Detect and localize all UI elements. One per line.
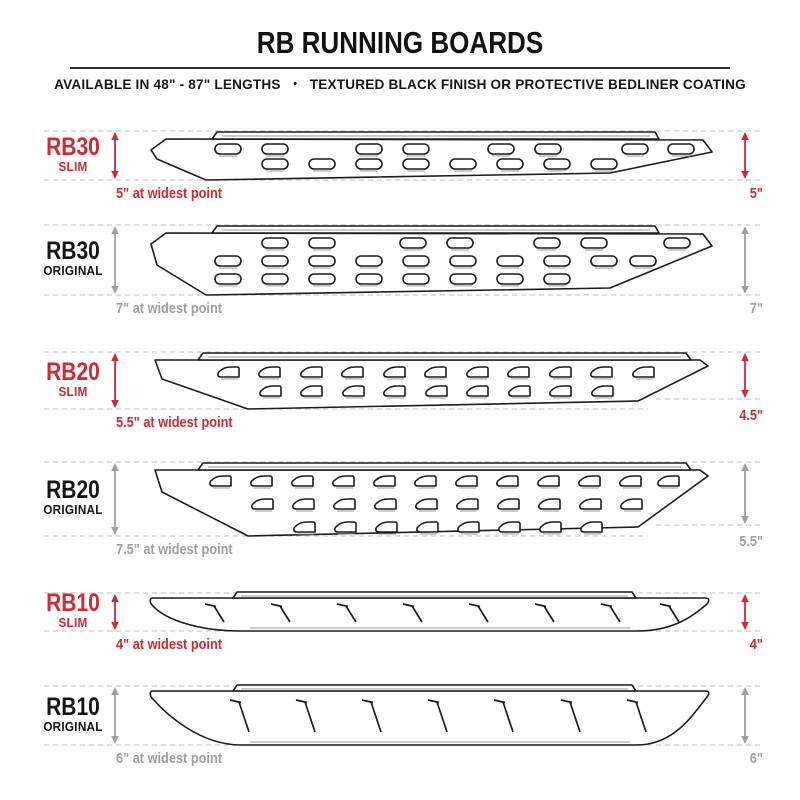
board-shadow-lines xyxy=(208,466,681,535)
left-width-caption: 6" at widest point xyxy=(116,751,223,767)
page-title: RB RUNNING BOARDS xyxy=(256,25,544,60)
left-width-caption: 7" at widest point xyxy=(116,301,223,317)
board-outline xyxy=(154,462,709,537)
board-shadow-lines xyxy=(219,229,686,287)
dashed-guide-lines xyxy=(44,351,762,410)
model-variant: ORIGINAL xyxy=(43,263,103,278)
board-illustration xyxy=(44,591,762,632)
model-variant: SLIM xyxy=(58,158,88,174)
dashed-guide-lines xyxy=(44,461,762,537)
dashed-guide-lines xyxy=(44,130,762,181)
board-outline xyxy=(149,591,710,632)
board-row: RB30 SLIM 5" at widest point 5" xyxy=(0,119,800,212)
right-width-caption: 5.5" xyxy=(739,534,763,550)
board-shadow-lines xyxy=(241,688,630,743)
board-outline xyxy=(150,131,713,181)
board-row: RB10 SLIM 4" at widest point 4" xyxy=(0,581,800,663)
width-arrow-right xyxy=(741,687,749,744)
board-outline xyxy=(149,684,710,746)
width-arrow-left xyxy=(111,463,119,535)
dashed-guide-lines xyxy=(44,224,762,296)
model-label: RB30 SLIM xyxy=(14,132,132,174)
model-label: RB20 SLIM xyxy=(14,357,132,399)
model-label: RB10 SLIM xyxy=(14,589,132,631)
title-divider xyxy=(70,67,730,69)
board-illustration xyxy=(44,461,762,537)
model-name: RB10 xyxy=(46,692,100,721)
width-arrow-left xyxy=(111,594,119,630)
board-illustration xyxy=(44,684,762,746)
board-outline xyxy=(150,225,713,296)
model-label: RB20 ORIGINAL xyxy=(14,476,132,518)
model-label: RB10 ORIGINAL xyxy=(14,692,132,734)
model-label: RB30 ORIGINAL xyxy=(14,237,132,279)
model-variant: SLIM xyxy=(58,383,88,399)
board-row: RB30 ORIGINAL 7" at widest point 7" xyxy=(0,213,800,327)
board-row: RB20 ORIGINAL 7.5" at widest point 5.5" xyxy=(0,450,800,568)
right-width-caption: 7" xyxy=(749,301,763,317)
width-arrow-right xyxy=(741,132,749,179)
subtitle: AVAILABLE IN 48" - 87" LENGTHS • TEXTURE… xyxy=(12,76,788,92)
width-arrow-right xyxy=(741,594,749,630)
board-row: RB10 ORIGINAL 6" at widest point 6" xyxy=(0,674,800,777)
board-illustration xyxy=(44,351,762,410)
board-row: RB20 SLIM 5.5" at widest point 4.5" xyxy=(0,340,800,441)
model-variant: ORIGINAL xyxy=(43,718,103,734)
right-width-caption: 6" xyxy=(749,751,763,767)
left-width-caption: 4" at widest point xyxy=(116,637,223,653)
width-arrow-left xyxy=(111,353,119,408)
board-shadow-lines xyxy=(208,356,681,399)
left-width-caption: 5" at widest point xyxy=(116,186,223,202)
right-width-caption: 4.5" xyxy=(739,408,763,424)
board-illustration xyxy=(44,130,762,181)
model-variant: ORIGINAL xyxy=(43,502,103,517)
width-arrow-left xyxy=(111,226,119,294)
board-outline xyxy=(154,352,709,410)
model-name: RB20 xyxy=(46,476,100,504)
subtitle-lengths: AVAILABLE IN 48" - 87" LENGTHS xyxy=(54,76,281,92)
bullet-separator-icon: • xyxy=(293,78,298,90)
width-arrow-right xyxy=(741,226,749,294)
board-shadow-lines xyxy=(241,595,630,629)
width-arrow-left xyxy=(111,132,119,179)
left-width-caption: 7.5" at widest point xyxy=(116,542,233,558)
model-name: RB20 xyxy=(46,357,100,386)
width-arrow-left xyxy=(111,687,119,744)
width-arrow-right xyxy=(741,463,749,524)
board-shadow-lines xyxy=(219,135,690,172)
right-width-caption: 4" xyxy=(749,637,763,653)
right-width-caption: 5" xyxy=(749,186,763,202)
model-name: RB30 xyxy=(46,132,100,161)
model-name: RB30 xyxy=(46,237,100,265)
board-illustration xyxy=(44,224,762,296)
left-width-caption: 5.5" at widest point xyxy=(116,415,233,431)
width-arrow-right xyxy=(741,353,749,398)
subtitle-finish: TEXTURED BLACK FINISH OR PROTECTIVE BEDL… xyxy=(309,76,746,92)
header: RB RUNNING BOARDS AVAILABLE IN 48" - 87"… xyxy=(0,0,800,92)
model-variant: SLIM xyxy=(58,615,88,630)
model-name: RB10 xyxy=(46,589,100,617)
